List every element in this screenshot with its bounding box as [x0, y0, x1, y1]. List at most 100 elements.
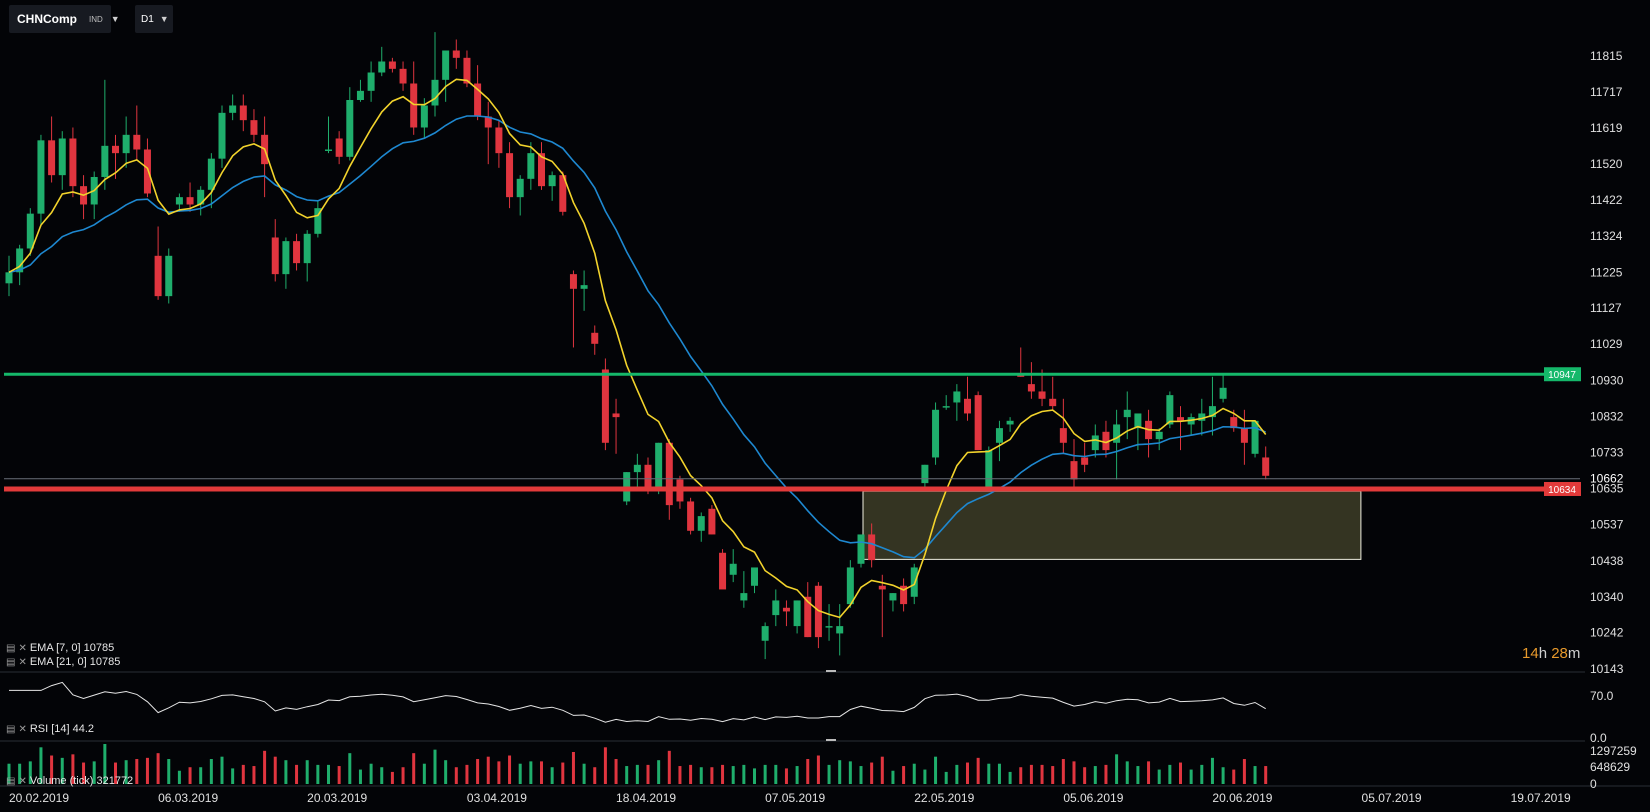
price-tick-label: 11225	[1590, 265, 1623, 279]
volume-bar	[571, 751, 575, 784]
settings-icon[interactable]: ▤	[6, 776, 16, 787]
candle	[218, 105, 226, 168]
price-tick-label: 10930	[1590, 373, 1624, 387]
volume-bar	[646, 764, 650, 784]
close-icon[interactable]: ✕	[18, 776, 27, 787]
date-tick-label: 20.02.2019	[9, 791, 69, 805]
price-tick-label: 10537	[1590, 518, 1624, 532]
candle	[1049, 376, 1057, 410]
volume-bar	[1115, 754, 1119, 784]
volume-bar	[987, 763, 991, 784]
volume-bar	[177, 770, 181, 784]
candle	[974, 391, 982, 451]
volume-bar	[60, 757, 64, 784]
volume-bar	[28, 761, 32, 784]
volume-legend[interactable]: ▤ ✕ Volume (tick) 321772	[6, 775, 133, 787]
volume-bar	[816, 755, 820, 784]
candle-body	[431, 79, 439, 106]
date-tick-label: 22.05.2019	[914, 791, 974, 805]
volume-bar	[188, 767, 192, 784]
volume-bar	[305, 760, 309, 784]
candle-body	[687, 501, 695, 531]
demand-zone	[862, 490, 1362, 560]
candle	[335, 131, 343, 165]
volume-bar	[18, 763, 22, 784]
volume-bar	[1232, 769, 1236, 784]
volume-bar	[870, 762, 874, 784]
candle	[399, 61, 407, 91]
candle	[197, 186, 205, 216]
candle	[878, 574, 886, 638]
candle-body	[239, 105, 247, 121]
candle-body	[1219, 387, 1227, 399]
candle-body	[1027, 384, 1035, 392]
volume-bar	[1061, 759, 1065, 784]
candle	[761, 622, 769, 660]
candles	[5, 32, 1270, 660]
timeframe-selector[interactable]: D1 ▼	[135, 5, 173, 33]
candle-body	[1177, 417, 1184, 421]
candle-body	[420, 105, 428, 128]
volume-panel: 1297259 648629 0	[7, 744, 1637, 791]
volume-bar	[934, 756, 938, 784]
candle	[282, 237, 290, 289]
candle	[1208, 376, 1216, 436]
candle-body	[1198, 413, 1206, 421]
volume-bar	[390, 771, 394, 784]
close-icon[interactable]: ✕	[18, 724, 27, 735]
candle-body	[782, 607, 790, 612]
volume-bar	[1093, 766, 1097, 784]
candle-body	[719, 552, 727, 590]
volume-bar	[891, 770, 895, 784]
volume-bar	[1040, 764, 1044, 784]
volume-bar	[241, 764, 245, 784]
candle-body	[399, 68, 407, 84]
candle	[303, 230, 311, 282]
volume-tick-label: 1297259	[1590, 744, 1637, 758]
candle-body	[48, 140, 56, 176]
volume-bar	[369, 763, 373, 784]
candle-body	[644, 464, 652, 487]
candle	[229, 94, 237, 121]
symbol-selector[interactable]: CHNComp IND ▼	[9, 5, 120, 33]
settings-icon[interactable]: ▤	[6, 643, 16, 654]
volume-bar	[997, 763, 1001, 784]
candle-body	[825, 626, 833, 628]
volume-bar	[721, 764, 725, 784]
volume-bar	[699, 767, 703, 784]
candle-body	[846, 567, 854, 605]
candle-body	[868, 534, 876, 561]
date-tick-label: 06.03.2019	[158, 791, 218, 805]
candle-body	[218, 112, 226, 159]
volume-bar	[795, 766, 799, 784]
timer-hours: 14	[1522, 645, 1539, 662]
close-icon[interactable]: ✕	[18, 657, 27, 668]
close-icon[interactable]: ✕	[18, 643, 27, 654]
candle	[112, 134, 119, 179]
price-tick-label: 10438	[1590, 554, 1624, 568]
chevron-down-icon: ▼	[159, 14, 169, 24]
price-axis: 11815 11717 11619 11520 11422 11324 11225 11127…	[1590, 49, 1624, 676]
candle-body	[207, 158, 215, 190]
candle-body	[58, 138, 66, 176]
ema7-legend[interactable]: ▤ ✕ EMA [7, 0] 10785	[6, 642, 114, 654]
volume-bar	[689, 764, 693, 784]
rsi-legend[interactable]: ▤ ✕ RSI [14] 44.2	[6, 723, 94, 735]
candle	[431, 32, 439, 117]
settings-icon[interactable]: ▤	[6, 724, 16, 735]
ema21-legend[interactable]: ▤ ✕ EMA [21, 0] 10785	[6, 656, 120, 668]
candle	[346, 87, 354, 161]
settings-icon[interactable]: ▤	[6, 657, 16, 668]
volume-bar	[71, 754, 75, 784]
volume-bar	[1157, 769, 1161, 784]
volume-bar	[540, 761, 543, 784]
candle	[1240, 409, 1248, 465]
timer-h-unit: h	[1538, 645, 1548, 662]
candle-body	[1081, 457, 1089, 465]
resistance-tag-label: 10947	[1548, 370, 1576, 381]
candle	[591, 325, 599, 355]
candle-body	[133, 134, 141, 150]
candle	[580, 270, 588, 311]
volume-bar	[1200, 764, 1204, 784]
